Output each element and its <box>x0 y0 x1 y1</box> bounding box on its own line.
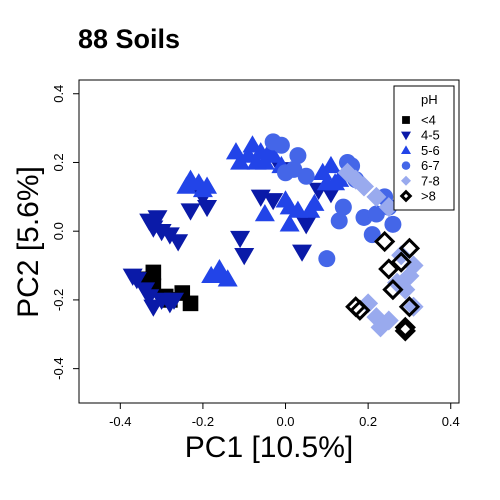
legend-label: 7-8 <box>421 173 440 188</box>
y-axis: -0.4 -0.2 0.0 0.2 0.4 <box>51 85 80 380</box>
data-point <box>330 212 348 230</box>
legend-label: >8 <box>421 189 436 204</box>
data-point <box>398 237 421 259</box>
data-point <box>234 248 255 266</box>
data-point <box>374 230 396 253</box>
legend-label: 5-6 <box>421 143 440 158</box>
data-point <box>263 193 284 211</box>
data-point <box>398 296 421 318</box>
data-point <box>384 215 402 233</box>
data-point <box>126 272 147 290</box>
data-point <box>394 316 416 339</box>
y-tick-label: -0.4 <box>51 357 66 379</box>
legend-marker <box>401 131 411 141</box>
y-tick-label: 0.2 <box>51 153 66 171</box>
data-point <box>394 320 416 342</box>
data-point <box>272 136 290 154</box>
data-point <box>320 155 341 174</box>
data-point <box>366 186 387 207</box>
x-tick-label: 0.4 <box>442 414 460 429</box>
data-point <box>182 295 199 312</box>
data-point <box>378 258 400 280</box>
y-tick-label: -0.2 <box>51 289 66 311</box>
data-point <box>263 145 284 163</box>
data-point <box>145 264 162 281</box>
chart-title: 88 Soils <box>78 24 181 54</box>
data-point <box>367 205 385 223</box>
legend-marker <box>401 145 411 154</box>
data-point <box>217 269 238 287</box>
legend-title: pH <box>421 92 438 107</box>
data-point <box>349 299 371 321</box>
legend-box <box>393 85 455 211</box>
legend: pH <44-55-66-77-8>8 <box>393 85 455 211</box>
data-point <box>382 278 404 301</box>
x-tick-label: -0.4 <box>109 414 131 429</box>
data-point <box>363 226 381 244</box>
data-point <box>164 292 184 310</box>
data-point <box>289 147 307 165</box>
data-point <box>304 193 325 211</box>
legend-marker <box>399 189 413 203</box>
legend-label: 4-5 <box>421 128 440 143</box>
legend-marker <box>402 116 410 124</box>
data-point <box>334 198 352 216</box>
data-point <box>197 199 218 218</box>
data-point <box>378 310 399 331</box>
data-points <box>122 133 424 342</box>
y-axis-title: PC2 [5.6%] <box>12 166 45 318</box>
data-point <box>197 176 218 194</box>
data-point <box>354 176 374 197</box>
data-point <box>279 214 300 232</box>
legend-label: 6-7 <box>421 158 440 173</box>
data-point <box>292 244 313 262</box>
x-axis: -0.4 -0.2 0.0 0.2 0.4 <box>109 402 460 429</box>
legend-marker <box>401 161 411 170</box>
y-tick-label: 0.0 <box>51 222 66 240</box>
data-point <box>254 204 275 222</box>
data-point <box>297 167 315 185</box>
x-tick-label: 0.0 <box>276 414 294 429</box>
x-axis-title: PC1 [10.5%] <box>185 431 353 464</box>
data-point <box>320 186 341 204</box>
legend-label: <4 <box>421 113 436 128</box>
data-point <box>147 210 168 228</box>
data-point <box>296 217 317 235</box>
data-point <box>168 234 189 252</box>
data-point <box>329 169 350 187</box>
legend-marker <box>401 175 411 186</box>
data-point <box>230 230 251 249</box>
x-tick-label: 0.2 <box>359 414 377 429</box>
data-point <box>180 203 201 221</box>
data-point <box>285 160 303 178</box>
data-point <box>390 251 412 273</box>
y-tick-label: 0.4 <box>51 85 66 103</box>
x-tick-label: -0.2 <box>192 414 214 429</box>
data-point <box>403 296 424 317</box>
data-point <box>318 250 336 268</box>
